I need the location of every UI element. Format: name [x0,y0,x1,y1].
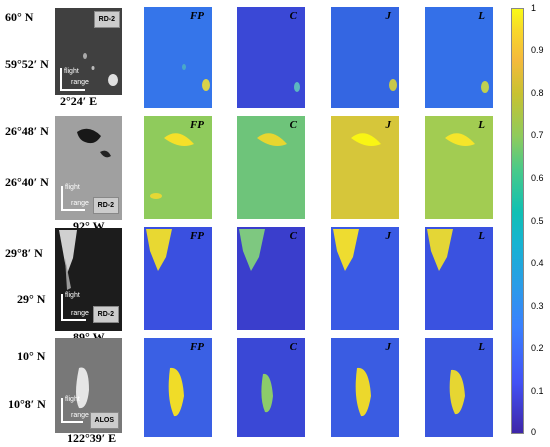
row-3-panel-l: L [425,227,493,330]
row-1-range-label: range [71,79,89,86]
row-1-flight-label: flight [64,68,79,75]
row-1-panel-fp-label: FP [189,10,204,22]
row-1-panel-fp: FP [144,7,212,108]
colorbar-tick-0.6: 0.6 [531,173,544,183]
row-1-lon: 2°24′ E [60,94,98,108]
row-3-panel-l-label: L [478,230,485,242]
row-1-panel-j-label: J [385,10,392,22]
row-2-lat-top: 26°48′ N [5,124,49,138]
row-1-sensor-badge: RD-2 [93,11,120,28]
row-4-flight-arrow [61,398,63,422]
row-1-panel-c-label: C [289,10,297,22]
row-3-range-arrow [61,319,86,321]
row-1-panel-l: L [425,7,493,108]
row-3-panel-j: J [331,227,399,330]
row-4-panel-j-label: J [385,341,392,353]
row-3-sensor-badge: RD-2 [92,306,119,323]
row-4-lat-top: 10° N [17,349,46,363]
row-4-range-label: range [71,412,89,419]
row-1-flight-arrow [60,68,62,90]
row-4-range-arrow [61,421,83,423]
row-1-panel-l-label: L [478,10,485,22]
row-4-sar-image: ALOS flight range [55,338,122,433]
row-2-lat-bottom: 26°40′ N [5,175,49,189]
row-3-sar-image: RD-2 flight range [55,228,122,331]
row-3-panel-fp-label: FP [189,230,204,242]
row-2-panel-c: C [237,116,305,219]
row-2-sensor-badge: RD-2 [92,197,119,214]
row-4-panel-c-label: C [289,341,297,353]
row-2-flight-arrow [61,186,63,210]
colorbar-tick-0.9: 0.9 [531,45,544,55]
colorbar-tick-0.4: 0.4 [531,258,544,268]
row-1-panel-j: J [331,7,399,108]
row-2-panel-l-label: L [478,119,485,131]
row-1-range-arrow [60,89,85,91]
row-4-panel-c: C [237,338,305,437]
row-3-panel-fp: FP [144,227,212,330]
row-4-sensor-badge: ALOS [89,412,119,429]
row-2-panel-l: L [425,116,493,219]
row-2-sar-image: RD-2 flight range [55,116,122,220]
colorbar-tick-0.2: 0.2 [531,343,544,353]
row-3-lat-top: 29°8′ N [5,246,43,260]
row-4-lon: 122°39′ E [67,431,117,445]
row-2-panel-fp-label: FP [189,119,204,131]
row-2-range-label: range [71,200,89,207]
colorbar-tick-0: 0 [531,427,537,437]
colorbar-tick-0.7: 0.7 [531,130,544,140]
row-4-panel-fp: FP [144,338,212,437]
colorbar-tick-0.1: 0.1 [531,386,544,396]
row-2-panel-j: J [331,116,399,219]
row-3-flight-arrow [61,294,63,320]
colorbar [511,8,524,434]
row-2-panel-j-label: J [385,119,392,131]
row-2-panel-c-label: C [289,119,297,131]
row-2-range-arrow [61,209,85,211]
row-1-panel-c: C [237,7,305,108]
row-4-panel-l: L [425,338,493,437]
row-2-flight-label: flight [65,184,80,191]
row-3-panel-c: C [237,227,305,330]
row-3-panel-j-label: J [385,230,392,242]
colorbar-tick-1: 1 [531,3,537,13]
row-2-panel-fp: FP [144,116,212,219]
row-4-panel-fp-label: FP [189,341,204,353]
row-4-panel-l-label: L [478,341,485,353]
row-3-panel-c-label: C [289,230,297,242]
colorbar-tick-0.3: 0.3 [531,301,544,311]
row-4-flight-label: flight [65,396,80,403]
colorbar-tick-0.8: 0.8 [531,88,544,98]
row-1-lat-bottom: 59°52′ N [5,57,49,71]
colorbar-tick-0.5: 0.5 [531,216,544,226]
row-4-lat-bottom: 10°8′ N [8,397,46,411]
row-3-lat-bottom: 29° N [17,292,46,306]
row-1-lat-top: 60° N [5,10,34,24]
row-3-range-label: range [71,310,89,317]
row-3-flight-label: flight [65,292,80,299]
row-4-panel-j: J [331,338,399,437]
row-1-sar-image: RD-2 flight range [55,8,122,95]
